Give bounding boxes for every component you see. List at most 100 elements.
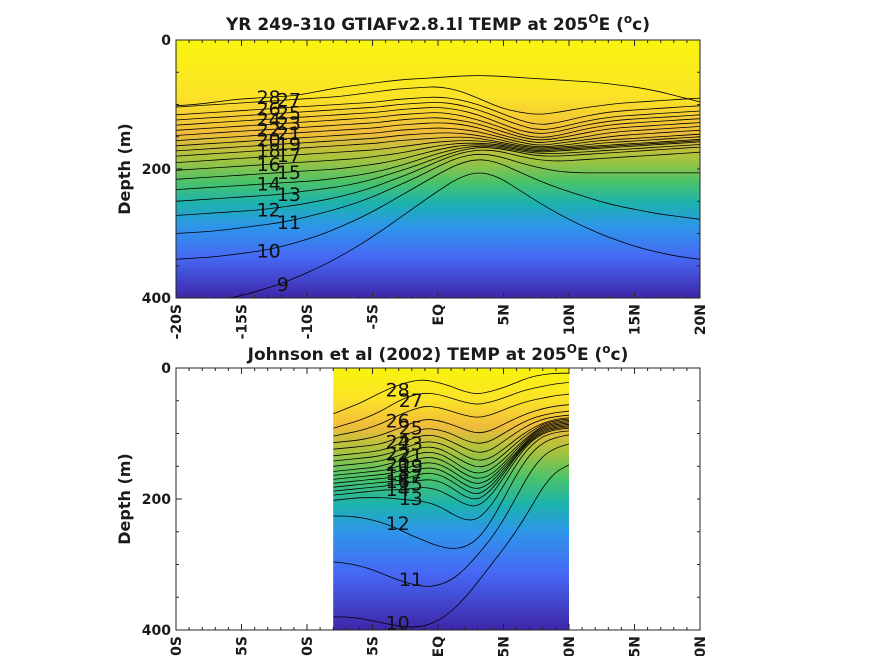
temperature-field — [333, 368, 569, 630]
isotherm-18 — [176, 136, 700, 157]
x-tick-label: 5N — [497, 304, 513, 325]
isotherm-24 — [333, 410, 570, 450]
isotherm-13 — [333, 430, 570, 521]
isotherm-label: 23 — [399, 433, 423, 455]
isotherm-label: 24 — [386, 432, 410, 454]
isotherm-label: 20 — [386, 454, 410, 476]
isotherm-label: 22 — [257, 119, 281, 141]
isotherm-label: 27 — [399, 390, 423, 412]
isotherm-28 — [333, 372, 569, 415]
isotherm-label: 17 — [399, 466, 423, 488]
isotherm-18 — [333, 422, 570, 484]
isotherm-lines — [333, 372, 570, 628]
isotherm-label: 20 — [257, 130, 281, 152]
isotherm-9 — [227, 172, 700, 298]
isotherm-11 — [333, 443, 570, 587]
x-tick-label: 15N — [628, 636, 644, 656]
y-tick-label: 400 — [142, 291, 171, 307]
isotherm-12 — [176, 149, 700, 216]
temperature-field — [176, 40, 700, 298]
isotherm-label: 10 — [257, 241, 281, 263]
isotherm-label: 19 — [277, 134, 301, 156]
isotherm-27 — [176, 86, 700, 115]
x-tick-label: -10S — [300, 304, 316, 339]
isotherm-label: 26 — [257, 99, 281, 121]
isotherm-20 — [333, 420, 570, 474]
isotherm-label: 9 — [277, 274, 289, 296]
isotherm-label: 12 — [386, 513, 410, 535]
isotherm-17 — [333, 423, 570, 489]
isotherm-14 — [176, 144, 700, 190]
isotherm-16 — [176, 140, 700, 171]
isotherm-label: 21 — [277, 123, 301, 145]
isotherm-25 — [333, 404, 570, 444]
isotherm-label: 22 — [386, 444, 410, 466]
isotherm-10 — [176, 159, 700, 260]
x-tick-label: -10S — [300, 636, 316, 656]
x-tick-label: 10N — [562, 636, 578, 656]
isotherm-label: 18 — [257, 140, 281, 162]
y-tick-label: 0 — [161, 33, 171, 49]
isotherm-26 — [333, 393, 570, 437]
x-tick-label: EQ — [431, 304, 447, 326]
y-tick-label: 200 — [142, 162, 171, 178]
isotherm-lines — [176, 75, 700, 298]
isotherm-12 — [333, 434, 570, 549]
x-tick-label: EQ — [431, 636, 447, 656]
chart-title: YR 249-310 GTIAFv2.8.1l TEMP at 205OE (o… — [225, 12, 650, 35]
y-tick-label: 200 — [142, 492, 171, 508]
isotherm-label: 15 — [399, 474, 423, 496]
isotherm-label: 10 — [386, 613, 410, 635]
isotherm-21 — [333, 418, 570, 468]
isotherm-22 — [176, 117, 700, 141]
isotherm-label: 11 — [277, 212, 301, 234]
isotherm-label: 14 — [257, 174, 281, 196]
isotherm-label: 25 — [399, 417, 423, 439]
x-tick-label: 5N — [497, 636, 513, 656]
x-tick-label: -5S — [366, 636, 382, 656]
isotherm-24 — [176, 107, 700, 134]
isotherm-label: 25 — [277, 103, 301, 125]
isotherm-label: 13 — [277, 184, 301, 206]
isotherm-label: 12 — [257, 199, 281, 221]
x-tick-label: 10N — [562, 304, 578, 335]
x-tick-label: -20S — [169, 304, 185, 339]
isotherm-label: 28 — [257, 87, 281, 109]
isotherm-label: 14 — [386, 479, 410, 501]
y-tick-label: 0 — [161, 361, 171, 377]
isotherm-label: 13 — [399, 488, 423, 510]
x-tick-label: 20N — [693, 636, 709, 656]
x-tick-label: -5S — [366, 304, 382, 330]
isotherm-16 — [333, 425, 570, 494]
isotherm-17 — [176, 138, 700, 163]
x-tick-label: 15N — [628, 304, 644, 335]
y-tick-label: 400 — [142, 623, 171, 639]
isotherm-label: 15 — [277, 162, 301, 184]
x-tick-label: -15S — [235, 636, 251, 656]
isotherm-label: 19 — [399, 455, 423, 477]
isotherm-label: 26 — [386, 411, 410, 433]
isotherm-label: 27 — [277, 90, 301, 112]
x-tick-label: 20N — [693, 304, 709, 335]
y-axis-label: Depth (m) — [115, 453, 134, 545]
chart-title: Johnson et al (2002) TEMP at 205OE (oc) — [247, 342, 629, 365]
isotherm-28 — [176, 75, 700, 107]
isotherm-19 — [333, 421, 570, 479]
isotherm-label: 18 — [386, 463, 410, 485]
isotherm-label: 16 — [386, 471, 410, 493]
x-tick-label: -20S — [169, 636, 185, 656]
isotherm-13 — [176, 146, 700, 202]
isotherm-25 — [176, 101, 700, 130]
isotherm-label: 16 — [257, 154, 281, 176]
isotherm-label: 23 — [277, 113, 301, 135]
isotherm-11 — [176, 153, 700, 234]
isotherm-15 — [176, 141, 700, 180]
isotherm-19 — [176, 132, 700, 152]
isotherm-label: 11 — [399, 569, 423, 591]
isotherm-14 — [333, 427, 570, 507]
isotherm-22 — [333, 417, 570, 462]
isotherm-label: 17 — [277, 145, 301, 167]
